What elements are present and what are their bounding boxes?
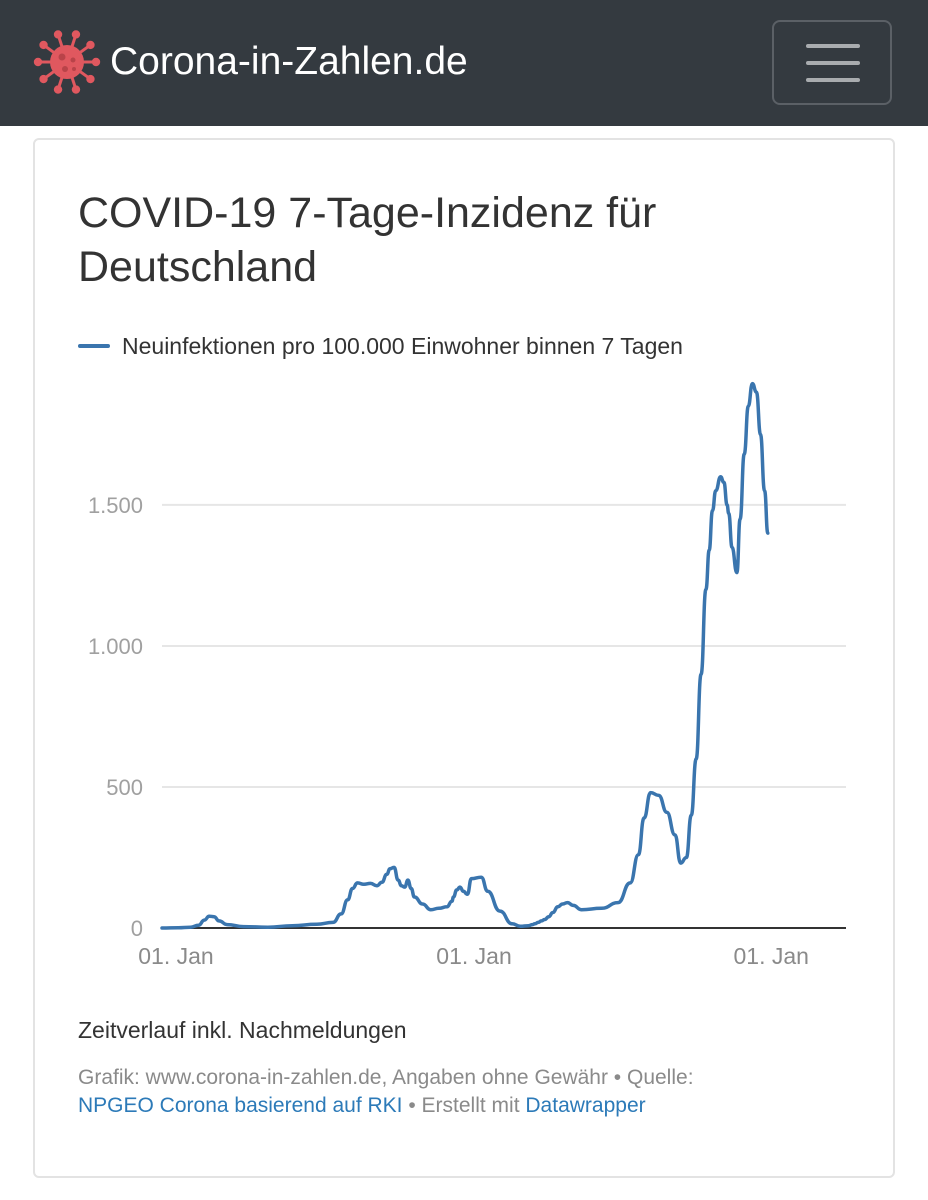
- y-axis-labels: 0 500 1.000 1.500: [88, 493, 143, 941]
- series-line: [160, 381, 770, 930]
- datawrapper-link[interactable]: Datawrapper: [525, 1094, 646, 1117]
- series-layer: [160, 381, 770, 930]
- brand-title: Corona-in-Zahlen.de: [110, 40, 468, 83]
- chart-notes: Zeitverlauf inkl. Nachmeldungen: [78, 1017, 407, 1043]
- hamburger-menu-icon: [806, 44, 860, 82]
- y-tick-label: 1.500: [88, 493, 143, 518]
- y-tick-label: 500: [106, 775, 143, 800]
- brand-link[interactable]: Corona-in-Zahlen.de: [32, 24, 468, 100]
- grid-lines: [162, 503, 846, 929]
- chart-legend: Neuinfektionen pro 100.000 Einwohner bin…: [78, 330, 683, 362]
- legend-label: Neuinfektionen pro 100.000 Einwohner bin…: [122, 332, 683, 359]
- y-tick-label: 1.000: [88, 634, 143, 659]
- virus-icon: [33, 30, 101, 94]
- line-chart: 0 500 1.000 1.500 01. Jan 01. Jan 01. Jan: [88, 381, 846, 969]
- y-tick-label: 0: [131, 916, 143, 941]
- menu-toggle-button[interactable]: [772, 20, 892, 105]
- source-link[interactable]: NPGEO Corona basierend auf RKI: [78, 1094, 403, 1117]
- x-tick-label: 01. Jan: [734, 943, 809, 969]
- x-tick-label: 01. Jan: [436, 943, 511, 969]
- chart-title: COVID-19 7-Tage-Inzidenz für Deutschland: [78, 189, 657, 291]
- byline-prefix: Grafik: www.corona-in-zahlen.de, Angaben…: [78, 1066, 694, 1089]
- byline-middle: • Erstellt mit: [408, 1094, 520, 1117]
- x-tick-label: 01. Jan: [138, 943, 213, 969]
- chart-card: [33, 138, 895, 1178]
- x-axis-labels: 01. Jan 01. Jan 01. Jan: [138, 943, 809, 969]
- legend-swatch: [78, 344, 110, 348]
- navbar: Corona-in-Zahlen.de: [0, 0, 928, 126]
- chart-byline: Grafik: www.corona-in-zahlen.de, Angaben…: [78, 1064, 868, 1120]
